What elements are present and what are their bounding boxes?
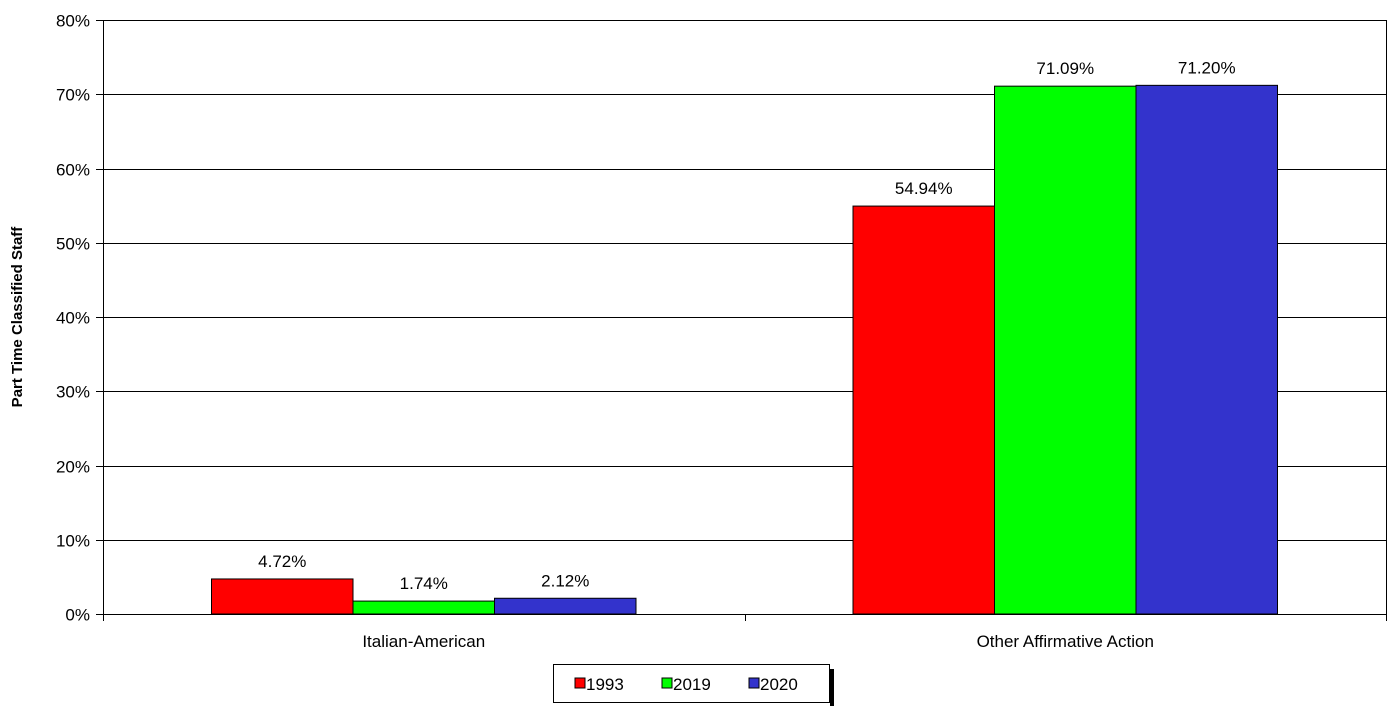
data-label: 54.94% (895, 179, 953, 198)
data-label: 1.74% (400, 574, 448, 593)
legend-box (553, 664, 830, 703)
y-tick-label: 60% (56, 161, 90, 180)
data-label: 71.20% (1178, 58, 1236, 77)
legend-label: 2019 (673, 675, 711, 694)
y-tick-labels: 0% 10% 20% 30% 40% 50% 60% 70% 80% (56, 12, 103, 625)
x-tick-label: Italian-American (362, 632, 485, 651)
bar-1993 (211, 578, 354, 615)
legend-swatch (748, 677, 760, 689)
axes (103, 20, 1387, 621)
legend-swatch (661, 677, 673, 689)
y-tick-label: 20% (56, 458, 90, 477)
legend-items: 1993 2019 2020 (574, 675, 798, 694)
y-tick-label: 80% (56, 12, 90, 31)
y-tick-label: 0% (65, 606, 90, 625)
legend-label: 2020 (760, 675, 798, 694)
bar-2020 (494, 597, 637, 615)
gridlines (103, 20, 1386, 541)
bar-2019 (994, 85, 1137, 615)
x-tick-label: Other Affirmative Action (977, 632, 1154, 651)
bars (211, 84, 1278, 615)
bar-1993 (852, 205, 995, 615)
data-label: 2.12% (541, 571, 589, 590)
y-tick-label: 50% (56, 235, 90, 254)
data-label: 4.72% (258, 552, 306, 571)
bar-2019 (352, 600, 495, 615)
bar-2020 (1135, 84, 1278, 615)
y-tick-label: 10% (56, 532, 90, 551)
legend-shadow (830, 669, 834, 706)
y-tick-label: 30% (56, 383, 90, 402)
x-tick-labels: Italian-American Other Affirmative Action (362, 632, 1154, 651)
data-labels: 4.72% 1.74% 2.12% 54.94% 71.09% 71.20% (258, 58, 1235, 593)
y-tick-label: 40% (56, 309, 90, 328)
legend: 1993 2019 2020 (553, 664, 834, 706)
data-label: 71.09% (1036, 59, 1094, 78)
legend-swatch (574, 677, 586, 689)
y-tick-label: 70% (56, 86, 90, 105)
legend-label: 1993 (586, 675, 624, 694)
y-axis-title: Part Time Classified Staff (9, 226, 26, 408)
